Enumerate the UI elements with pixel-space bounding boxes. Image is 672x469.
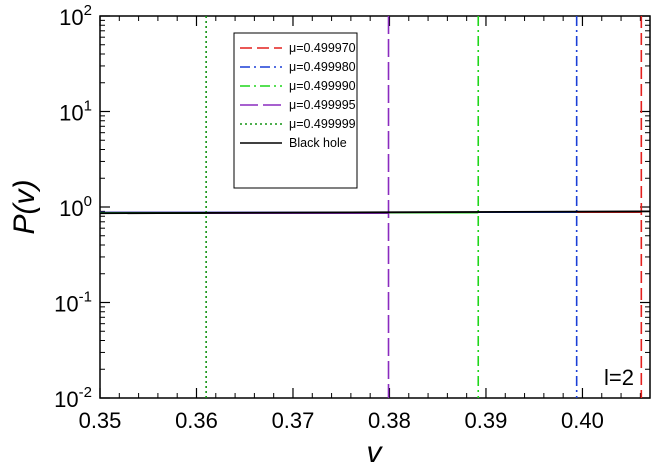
series-layer: [99, 16, 651, 398]
series-black-hole: [99, 210, 651, 215]
legend: μ=0.499970 μ=0.499980 μ=0.499990 μ=0.499995…: [233, 32, 358, 189]
legend-item-0-499990: μ=0.499990: [240, 79, 356, 93]
legend-item-0-499999: μ=0.499999: [240, 117, 356, 131]
legend-item-black-hole: Black hole: [240, 136, 347, 150]
legend-item-0-499970: μ=0.499970: [240, 41, 356, 55]
series-0-499970: [100, 16, 643, 398]
legend-item-0-499995: μ=0.499995: [240, 98, 356, 112]
x-tick-label: 0.37: [272, 408, 315, 433]
x-tick-label: 0.40: [561, 408, 604, 433]
y-tick-label: 101: [59, 98, 92, 126]
series-black-hole-line: [99, 210, 651, 215]
y-tick-label: 10-1: [54, 289, 92, 317]
y-tick-label: 102: [59, 2, 92, 30]
y-tick-label: 100: [59, 193, 92, 221]
x-axis-title: v: [367, 436, 384, 469]
x-tick-label: 0.35: [79, 408, 122, 433]
legend-item-black-hole-label: Black hole: [289, 136, 347, 150]
y-tick-label: 10-2: [54, 384, 92, 412]
x-tick-label: 0.38: [368, 408, 411, 433]
annotation-l2: l=2: [604, 365, 634, 390]
y-tick-labels: 102 101 100 10-1 10-2: [54, 2, 92, 412]
legend-item-0-499990-label: μ=0.499990: [289, 79, 356, 93]
y-axis-title: P(v): [8, 180, 41, 235]
legend-item-0-499995-label: μ=0.499995: [289, 98, 356, 112]
axis-ticks: [99, 15, 650, 399]
legend-item-0-499980-label: μ=0.499980: [289, 60, 356, 74]
legend-box: [233, 32, 358, 189]
legend-item-0-499970-label: μ=0.499970: [289, 41, 356, 55]
plot-frame: [99, 15, 651, 399]
series-0-499999: [100, 16, 207, 398]
x-tick-label: 0.39: [465, 408, 508, 433]
x-tick-label: 0.36: [175, 408, 218, 433]
x-tick-labels: 0.35 0.36 0.37 0.38 0.39 0.40: [79, 408, 604, 433]
legend-item-0-499999-label: μ=0.499999: [289, 117, 356, 131]
legend-item-0-499980: μ=0.499980: [240, 60, 356, 74]
